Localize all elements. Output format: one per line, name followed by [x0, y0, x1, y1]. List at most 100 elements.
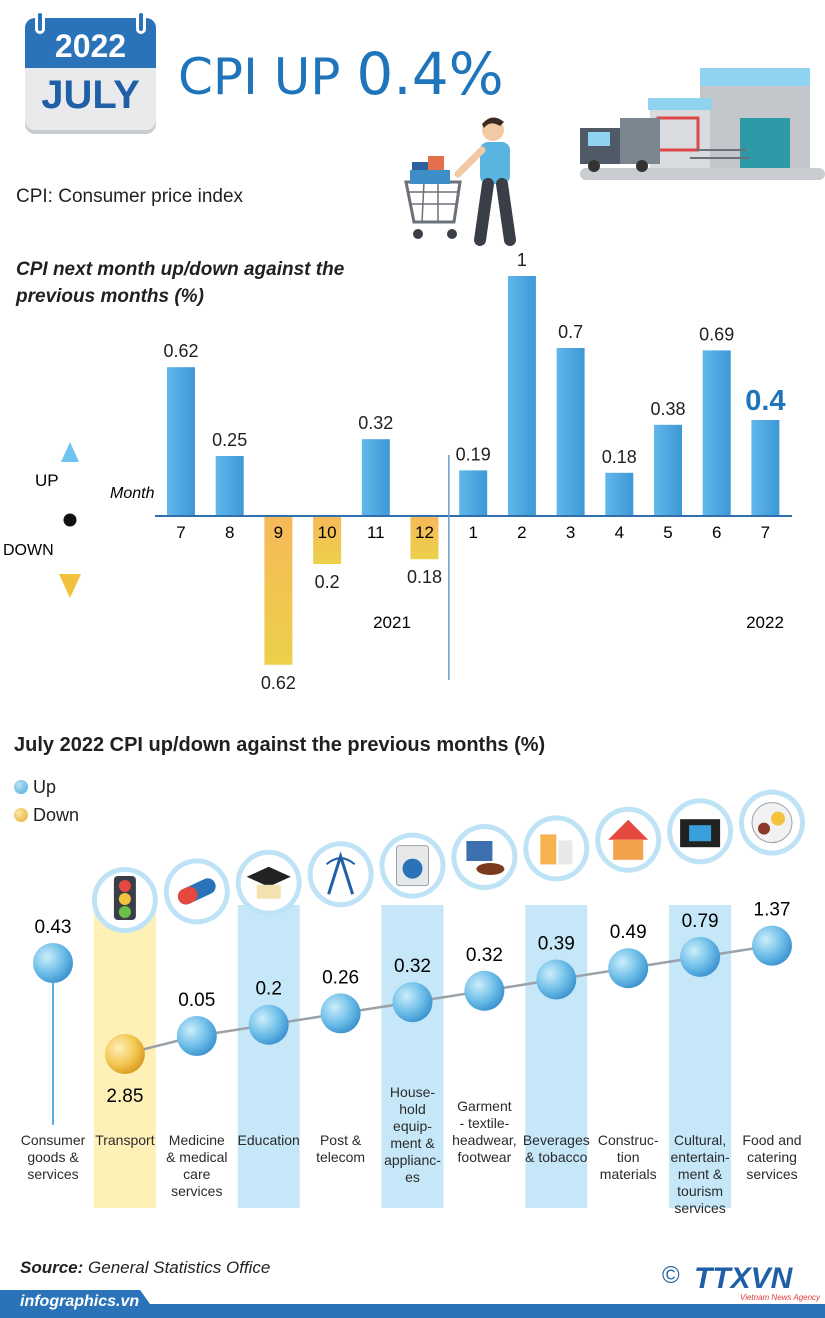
legend-down-label: Down — [33, 805, 80, 825]
bar — [605, 472, 634, 516]
year-label-2022: 2022 — [746, 613, 784, 632]
category-cpi-chart: 0.43 Consumer goods & services 2.85 Transport… — [21, 789, 805, 1216]
bar — [361, 439, 390, 516]
traffic-light-icon — [91, 867, 158, 933]
month-tick-label: 12 — [415, 523, 434, 542]
category-value-label: 0.2 — [255, 979, 281, 1000]
category-label: Medicine & medical care services — [166, 1132, 227, 1199]
legend-up-dot — [14, 780, 28, 794]
month-tick-label: 4 — [615, 523, 624, 542]
store-illustration — [580, 68, 825, 180]
bar-value-label: 1 — [517, 250, 527, 270]
trend-line — [124, 944, 773, 1056]
bar-value-label: 0.2 — [315, 572, 340, 592]
bar — [459, 470, 488, 516]
bar-value-label: 0.62 — [261, 673, 296, 693]
month-tick-label: 10 — [318, 523, 337, 542]
category-highlight-column — [381, 905, 444, 1208]
headline-value: 0.4% — [356, 40, 504, 108]
category-label: Post & telecom — [316, 1132, 365, 1165]
year-label-2021: 2021 — [373, 613, 411, 632]
bar — [215, 456, 244, 516]
ttxvn-logo-subtitle: Vietnam News Agency — [740, 1293, 821, 1302]
category-label: Beverages & tobacco — [523, 1132, 590, 1165]
ttxvn-logo: TTXVN — [694, 1262, 793, 1295]
category-value-label: 0.32 — [394, 956, 431, 977]
source-label: Source: — [20, 1258, 84, 1277]
footer-site[interactable]: infographics.vn — [20, 1293, 140, 1310]
house-icon — [595, 806, 662, 873]
category-value-label: 0.26 — [322, 967, 359, 988]
up-marker — [248, 1004, 289, 1045]
month-tick-label: 6 — [712, 523, 721, 542]
bar-value-label: 0.4 — [745, 385, 785, 417]
up-marker — [608, 948, 649, 989]
headline-prefix: CPI UP — [178, 48, 341, 106]
calendar-header — [25, 18, 156, 68]
month-tick-label: 11 — [367, 523, 385, 542]
bar — [167, 367, 195, 516]
category-value-label: 0.32 — [466, 945, 503, 966]
bar-value-label: 0.19 — [456, 444, 491, 464]
category-label: Consumer goods & services — [21, 1132, 86, 1182]
bar-value-label: 0.38 — [650, 399, 685, 419]
copyright-icon: © — [662, 1262, 680, 1289]
page-title: CPI UP 0.4% — [178, 40, 504, 108]
category-value-label: 0.79 — [682, 911, 719, 932]
food-plate-icon — [739, 789, 805, 856]
bar-value-label: 0.18 — [602, 447, 637, 467]
bar-value-label: 0.62 — [163, 341, 198, 361]
category-label: Garment - textile-headwear, footwear — [452, 1098, 517, 1165]
bar — [313, 516, 342, 564]
calendar-badge: 2022 JULY — [25, 10, 156, 130]
beverage-icon — [523, 815, 590, 882]
bar — [264, 516, 293, 665]
bar-value-label: 0.69 — [699, 324, 734, 344]
calendar-year: 2022 — [54, 28, 127, 64]
month-tick-label: 2 — [517, 523, 526, 542]
bar — [751, 420, 780, 516]
bar — [410, 516, 439, 560]
source-line: Source: General Statistics Office — [20, 1258, 270, 1278]
bar-value-label: 0.25 — [212, 430, 247, 450]
month-tick-label: 9 — [274, 523, 283, 542]
washing-machine-icon — [379, 832, 446, 899]
up-marker — [392, 982, 433, 1023]
category-label: House-hold equip-ment & applianc-es — [384, 1084, 441, 1185]
up-arrow-icon — [61, 442, 79, 462]
legend-down-dot — [14, 808, 28, 822]
category-label: Construc-tion materials — [598, 1132, 659, 1182]
category-value-label: 2.85 — [106, 1086, 143, 1107]
category-highlight-column — [237, 905, 300, 1208]
film-clapper-icon — [667, 798, 734, 865]
down-marker — [104, 1034, 145, 1074]
pill-icon — [163, 858, 230, 925]
up-marker — [464, 970, 505, 1011]
antenna-tower-icon — [307, 841, 374, 908]
graduation-cap-icon — [235, 849, 302, 916]
bar-value-label: 0.7 — [558, 322, 583, 342]
chart-title: CPI next month up/down against the previ… — [16, 259, 345, 307]
category-highlight-column — [525, 905, 588, 1208]
bar — [654, 424, 682, 516]
up-marker — [680, 936, 721, 977]
category-label: Transport — [95, 1132, 155, 1148]
down-label: DOWN — [3, 542, 54, 559]
category-value-label: 0.43 — [35, 917, 72, 938]
month-tick-label: 5 — [663, 523, 672, 542]
month-tick-label: 7 — [176, 523, 185, 542]
category-label: Food and catering services — [742, 1132, 801, 1182]
footer-tab — [0, 1290, 160, 1318]
bar-value-label: 0.32 — [358, 413, 393, 433]
shopper-illustration — [404, 117, 516, 246]
up-marker — [176, 1016, 217, 1056]
category-value-label: 0.39 — [538, 934, 575, 955]
up-marker — [33, 943, 73, 983]
category-value-label: 0.05 — [178, 990, 215, 1011]
month-tick-label: 8 — [225, 523, 234, 542]
month-tick-label: 3 — [566, 523, 575, 542]
month-axis-label: Month — [110, 485, 155, 502]
category-value-label: 1.37 — [754, 900, 791, 921]
up-marker — [752, 925, 792, 966]
up-marker — [320, 993, 361, 1034]
